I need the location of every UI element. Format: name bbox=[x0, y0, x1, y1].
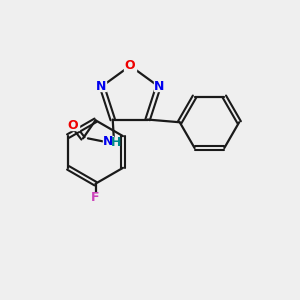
Text: F: F bbox=[91, 191, 100, 204]
Bar bbox=[154, 81, 164, 91]
Bar bbox=[67, 121, 79, 130]
Text: H: H bbox=[110, 136, 121, 149]
Text: O: O bbox=[125, 59, 136, 72]
Bar bbox=[96, 81, 106, 91]
Text: N: N bbox=[96, 80, 106, 93]
Text: N: N bbox=[103, 135, 113, 148]
Text: N: N bbox=[154, 80, 165, 93]
Bar bbox=[103, 136, 113, 146]
Bar bbox=[124, 61, 136, 71]
Text: O: O bbox=[68, 119, 78, 132]
Bar bbox=[90, 193, 101, 202]
